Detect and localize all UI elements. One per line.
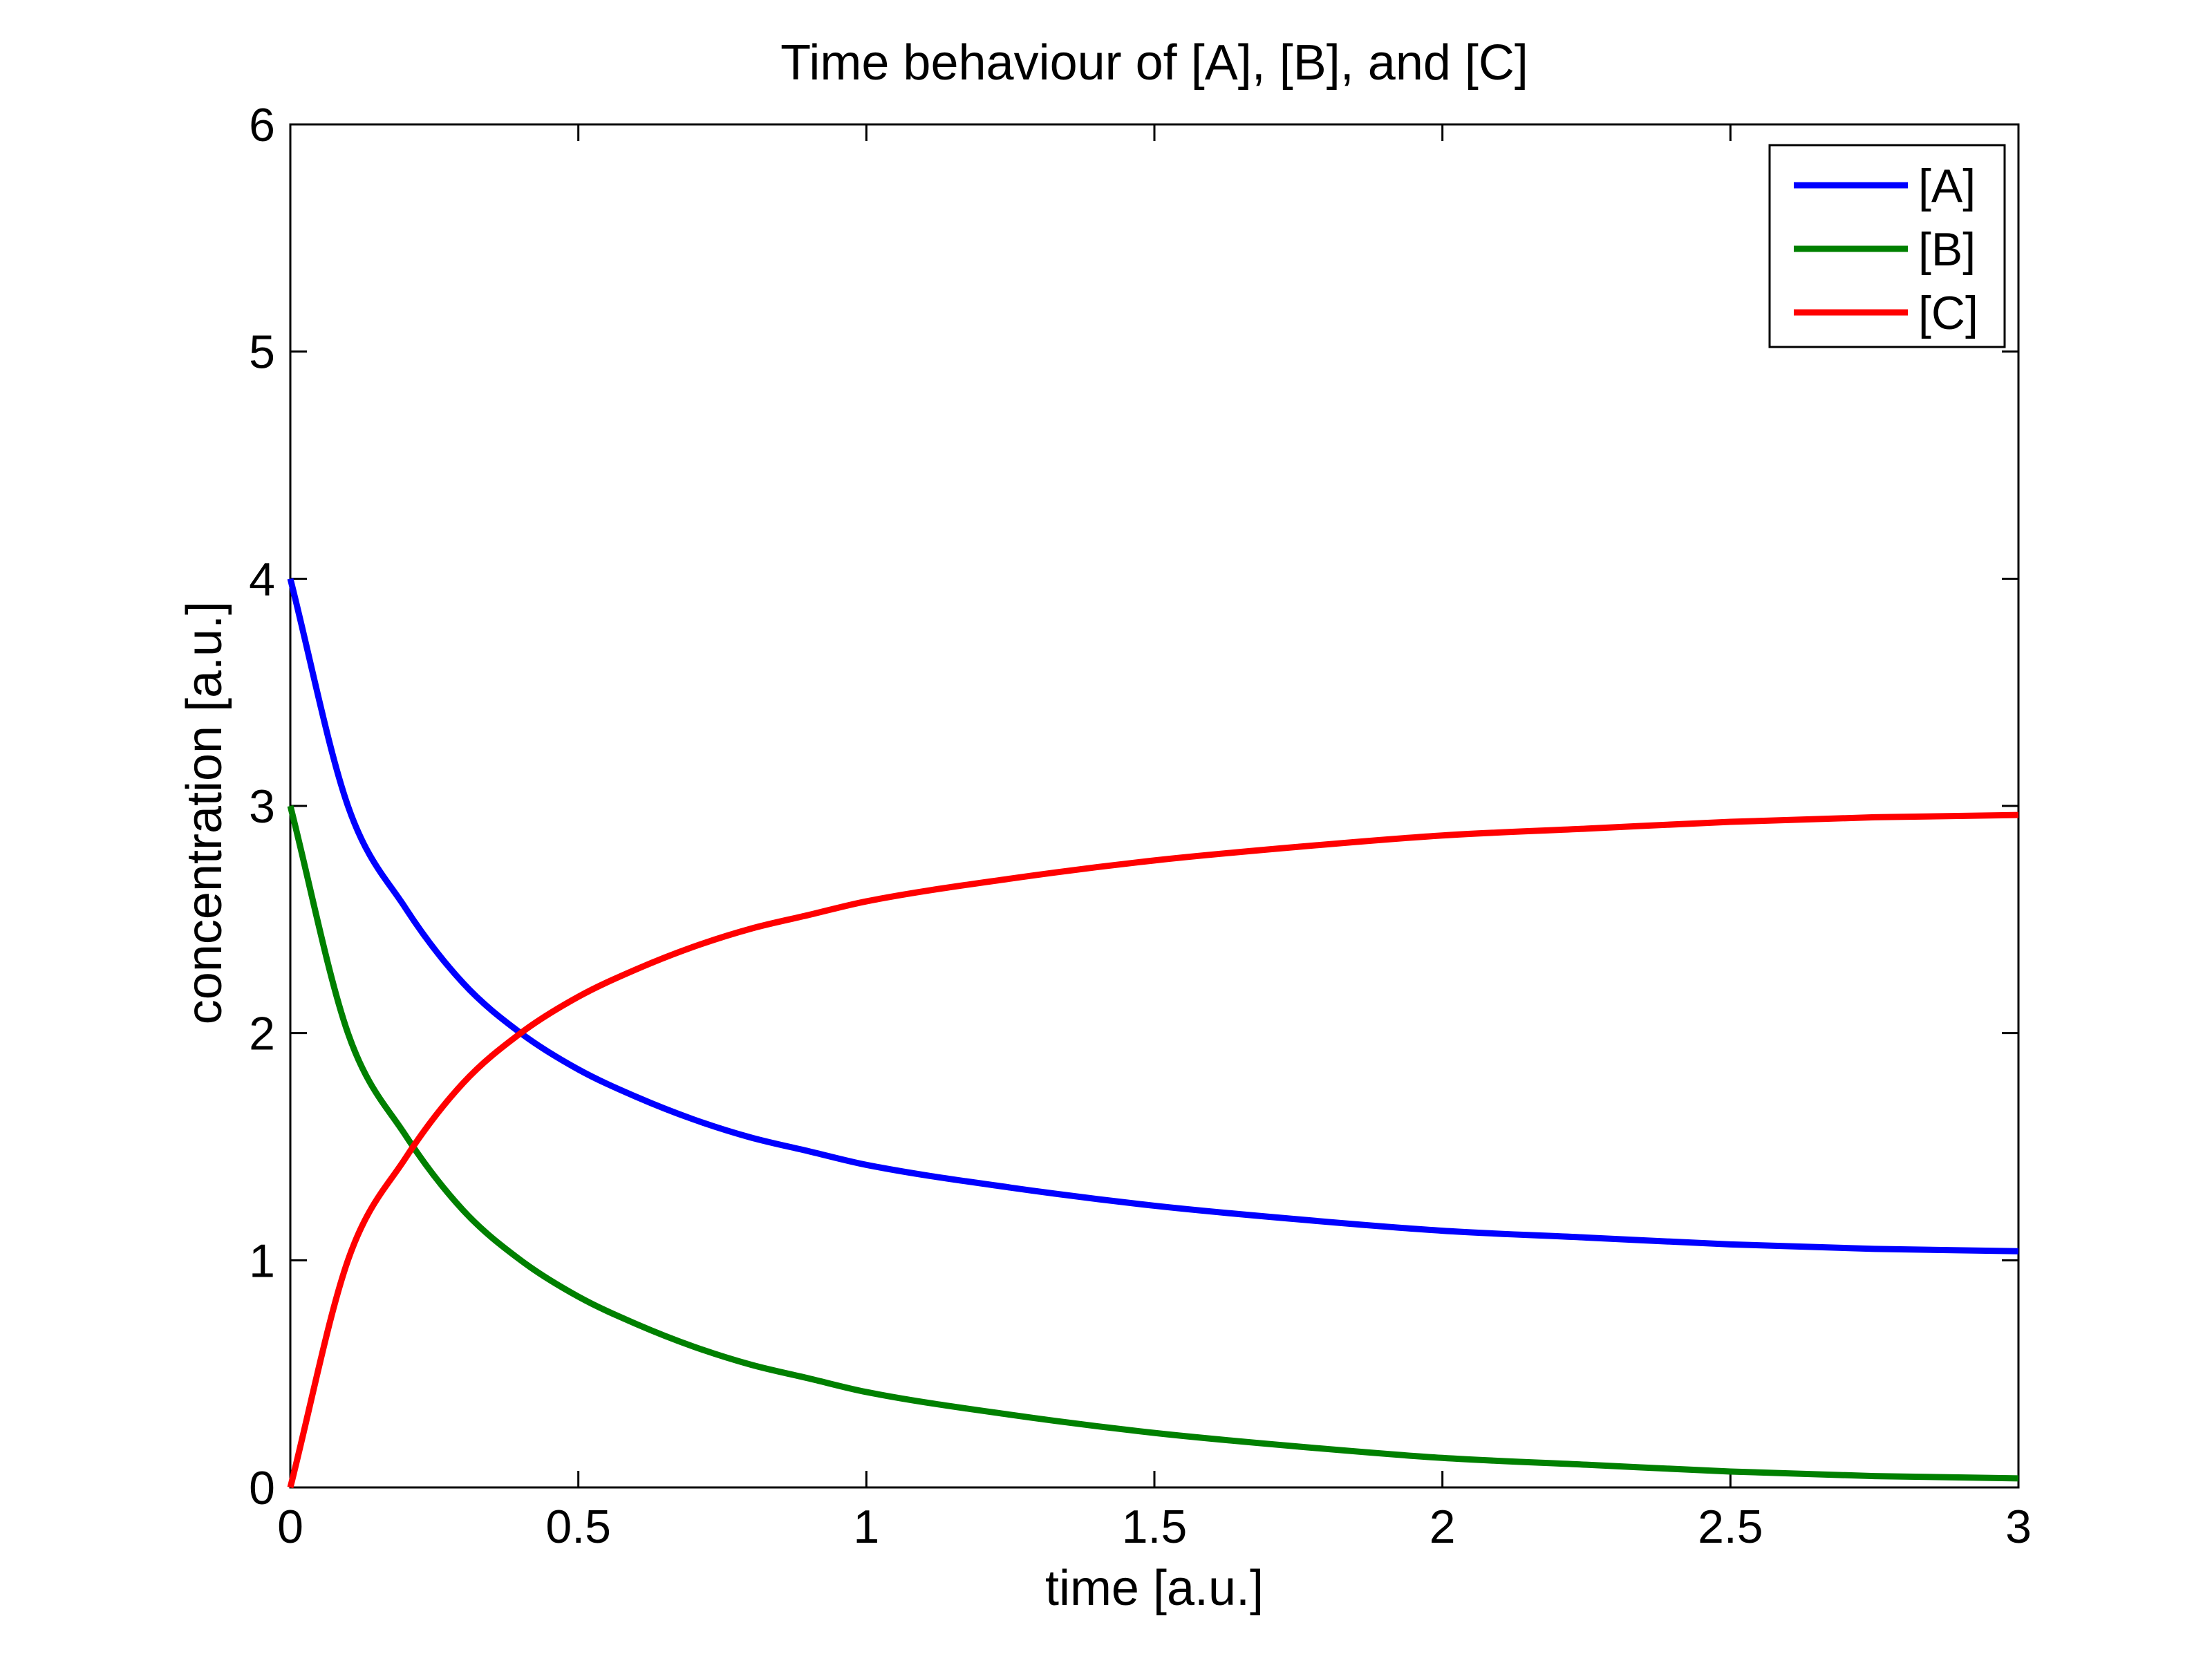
legend-label-b: [B] (1918, 223, 1976, 276)
legend-label-a: [A] (1918, 160, 1976, 212)
y-tick-label: 6 (249, 99, 275, 151)
x-tick-label: 1.5 (1122, 1501, 1188, 1553)
x-tick-label: 0.5 (545, 1501, 611, 1553)
x-tick-label: 2 (1430, 1501, 1456, 1553)
y-tick-label: 2 (249, 1008, 275, 1060)
y-tick-label: 1 (249, 1234, 275, 1287)
series-line-c (287, 811, 2019, 1489)
series-line-a (287, 578, 2019, 1255)
y-axis-label: concentration [a.u.] (177, 601, 232, 1024)
x-tick-label: 0 (277, 1501, 303, 1553)
y-tick-label: 4 (249, 553, 275, 605)
chart-title: Time behaviour of [A], [B], and [C] (780, 35, 1528, 91)
series-line-b (287, 805, 2019, 1482)
legend-label-c: [C] (1918, 287, 1978, 339)
plot-layer: 0 0.5 1 1.5 2 2.5 3 0 1 2 3 4 5 6 [A] [B] [C] (249, 99, 2032, 1553)
y-tick-label: 5 (249, 326, 275, 379)
x-tick-label: 3 (2005, 1501, 2032, 1553)
y-tick-label: 3 (249, 780, 275, 833)
x-tick-label: 2.5 (1698, 1501, 1763, 1553)
x-tick-label: 1 (853, 1501, 879, 1553)
y-tick-label: 0 (249, 1462, 275, 1514)
x-axis-label: time [a.u.] (1045, 1561, 1264, 1616)
plot-area-frame (289, 123, 2020, 1489)
